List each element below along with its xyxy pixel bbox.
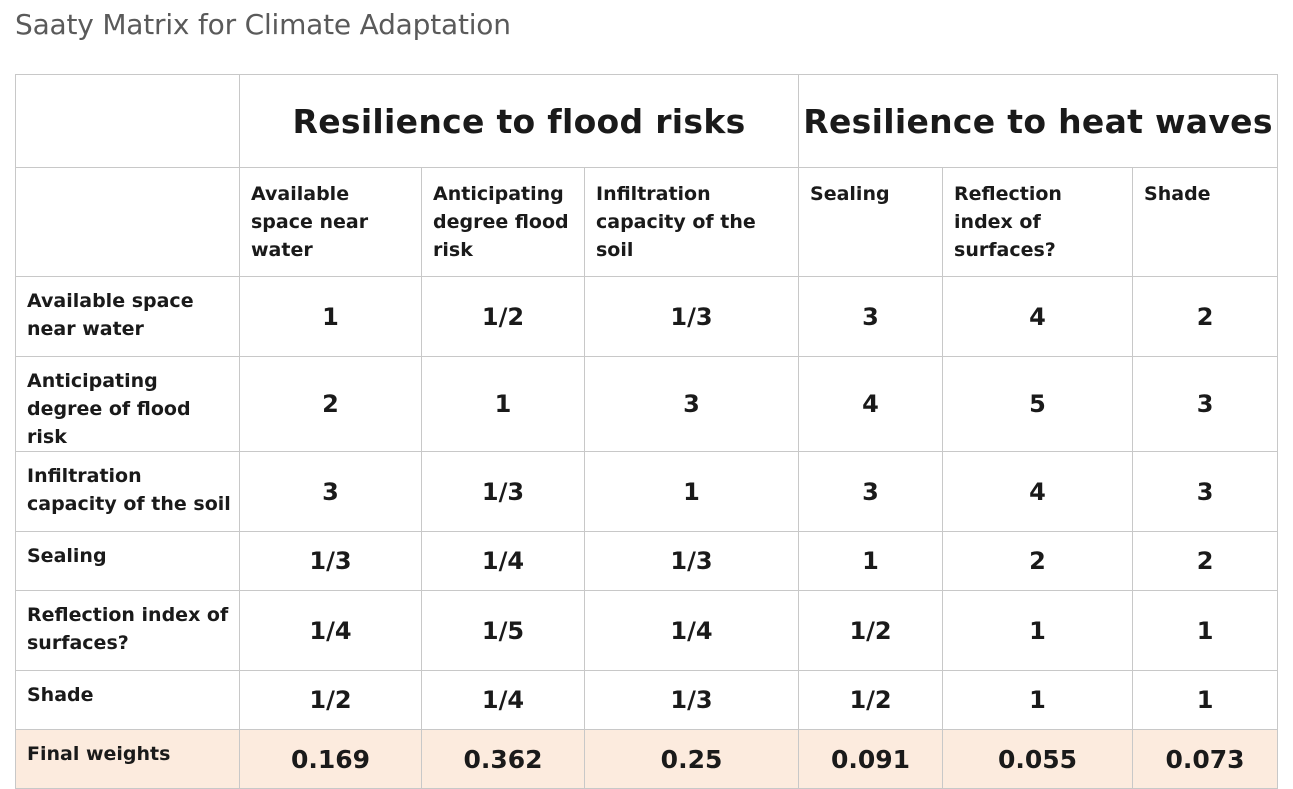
table-row: Sealing 1/3 1/4 1/3 1 2 2 [15,531,1279,591]
column-header: Infiltration capacity of the soil [583,167,800,277]
column-header: Sealing [798,167,944,277]
matrix-cell: 1 [942,670,1134,730]
matrix-cell: 4 [942,451,1134,532]
matrix-cell: 1 [1132,590,1279,671]
corner-cell [15,167,240,277]
matrix-cell: 1 [798,531,944,591]
weight-cell: 0.055 [942,729,1134,789]
column-header: Reflection index of surfaces? [942,167,1134,277]
column-header: Available space near water [239,167,422,277]
row-header: Sealing [15,531,240,591]
matrix-cell: 1/3 [583,276,800,357]
weight-cell: 0.362 [421,729,585,789]
row-header: Available space near water [15,276,240,357]
table-row: Available space near water 1 1/2 1/3 3 4… [15,276,1279,357]
group-header-flood: Resilience to flood risks [238,74,800,168]
matrix-cell: 1 [421,356,585,452]
matrix-cell: 1/4 [239,590,422,671]
matrix-cell: 1/3 [239,531,422,591]
matrix-cell: 1/4 [583,590,800,671]
matrix-cell: 3 [1132,356,1279,452]
matrix-cell: 1/2 [798,590,944,671]
weight-cell: 0.25 [583,729,800,789]
group-header-heat: Resilience to heat waves [798,74,1279,168]
group-header-row: Resilience to flood risks Resilience to … [15,74,1279,168]
matrix-cell: 2 [1132,531,1279,591]
row-header: Shade [15,670,240,730]
column-header-row: Available space near water Anticipating … [15,167,1279,277]
weight-cell: 0.169 [239,729,422,789]
matrix-cell: 1/4 [421,670,585,730]
matrix-cell: 1 [239,276,422,357]
matrix-cell: 1/3 [583,670,800,730]
matrix-cell: 3 [798,276,944,357]
matrix-cell: 3 [583,356,800,452]
matrix-cell: 4 [942,276,1134,357]
matrix-cell: 1/4 [421,531,585,591]
matrix-cell: 2 [1132,276,1279,357]
matrix-cell: 1 [942,590,1134,671]
matrix-cell: 5 [942,356,1134,452]
table-row: Anticipating degree of flood risk 2 1 3 … [15,356,1279,452]
weight-cell: 0.073 [1132,729,1279,789]
table-row: Infiltration capacity of the soil 3 1/3 … [15,451,1279,532]
matrix-cell: 1/3 [583,531,800,591]
column-header: Anticipating degree flood risk [421,167,585,277]
matrix-cell: 1/3 [421,451,585,532]
matrix-cell: 1/2 [239,670,422,730]
matrix-cell: 2 [239,356,422,452]
row-header: Anticipating degree of flood risk [15,356,240,452]
matrix-cell: 3 [798,451,944,532]
column-header: Shade [1132,167,1279,277]
matrix-cell: 1 [583,451,800,532]
matrix-cell: 3 [239,451,422,532]
table-row: Shade 1/2 1/4 1/3 1/2 1 1 [15,670,1279,730]
table-row: Reflection index of surfaces? 1/4 1/5 1/… [15,590,1279,671]
matrix-cell: 1 [1132,670,1279,730]
page-title: Saaty Matrix for Climate Adaptation [15,8,511,41]
matrix-cell: 1/5 [421,590,585,671]
final-weights-row: Final weights 0.169 0.362 0.25 0.091 0.0… [15,729,1279,789]
matrix-cell: 4 [798,356,944,452]
final-weights-label: Final weights [15,729,240,789]
matrix-cell: 2 [942,531,1134,591]
matrix-cell: 3 [1132,451,1279,532]
corner-cell [15,74,240,168]
row-header: Reflection index of surfaces? [15,590,240,671]
row-header: Infiltration capacity of the soil [15,451,240,532]
saaty-matrix-table: Resilience to flood risks Resilience to … [15,74,1279,789]
weight-cell: 0.091 [798,729,944,789]
matrix-cell: 1/2 [798,670,944,730]
matrix-cell: 1/2 [421,276,585,357]
